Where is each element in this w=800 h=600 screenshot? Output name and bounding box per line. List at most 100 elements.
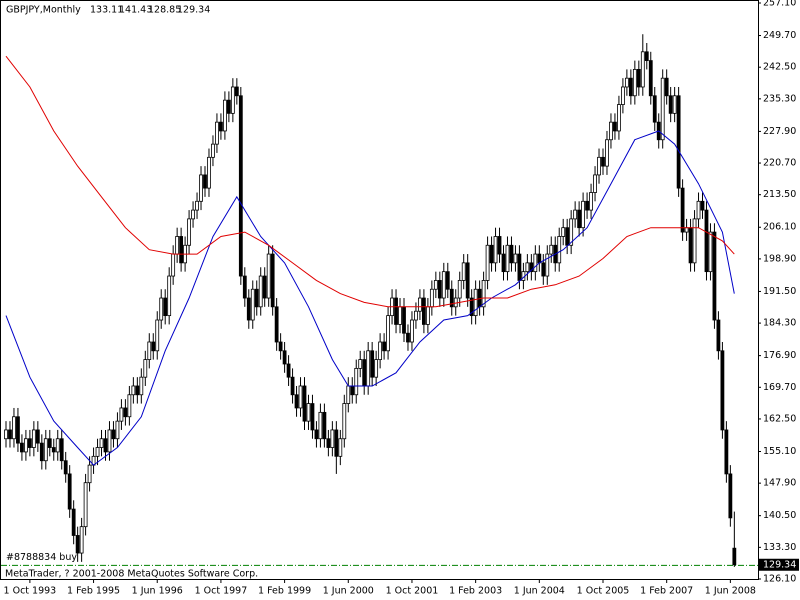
candle-body xyxy=(314,429,319,440)
candle-body xyxy=(386,315,390,352)
candle-body xyxy=(294,394,299,409)
candle-body xyxy=(501,253,506,273)
candle-body xyxy=(374,359,379,378)
candle-body xyxy=(131,385,136,396)
candle-body xyxy=(505,244,510,273)
candle-body xyxy=(234,86,239,97)
candle-body xyxy=(362,359,367,387)
candle-body xyxy=(525,262,530,273)
candle-body xyxy=(302,385,307,422)
y-tick-label: 249.70 xyxy=(763,30,796,41)
candle-body xyxy=(461,262,466,281)
y-tick-label: 206.10 xyxy=(763,222,796,233)
candle-body xyxy=(445,271,450,290)
candle-body xyxy=(696,200,701,220)
candle-body xyxy=(238,95,243,277)
candle-body xyxy=(270,253,275,308)
candle-body xyxy=(199,174,203,202)
candle-body xyxy=(652,95,657,123)
candle-body xyxy=(191,209,195,220)
candle-body xyxy=(195,200,199,211)
candle-body xyxy=(71,508,76,536)
candle-body xyxy=(167,275,172,317)
candle-body xyxy=(489,244,494,264)
candle-body xyxy=(175,236,180,255)
candle-body xyxy=(342,403,347,440)
candle-body xyxy=(143,359,148,378)
order-label: #8788834 buy xyxy=(6,552,77,563)
candle-body xyxy=(16,416,20,444)
candle-body xyxy=(613,121,617,132)
candle-body xyxy=(636,68,641,88)
candle-body xyxy=(31,429,36,448)
candle-body xyxy=(716,319,721,352)
candle-body xyxy=(429,288,434,308)
y-tick-label: 147.90 xyxy=(763,478,796,489)
candle-body xyxy=(529,262,534,273)
candle-body xyxy=(318,411,323,440)
candle-body xyxy=(724,429,729,475)
candle-body xyxy=(664,77,669,97)
candle-body xyxy=(330,429,335,448)
candle-body xyxy=(262,275,267,299)
candle-body xyxy=(203,174,207,189)
x-tick-label: 1 Oct 2005 xyxy=(577,586,630,597)
candle-body xyxy=(648,60,653,97)
y-tick-label: 162.50 xyxy=(763,413,796,424)
candle-body xyxy=(585,200,589,211)
candle-body xyxy=(187,218,191,246)
x-tick-label: 1 Oct 1997 xyxy=(195,586,248,597)
candle-body xyxy=(51,447,56,453)
candle-body xyxy=(35,429,40,444)
candle-body xyxy=(425,306,430,325)
y-tick-label: 126.10 xyxy=(763,574,796,585)
candle-body xyxy=(310,403,315,431)
candle-body xyxy=(350,385,355,396)
candle-body xyxy=(366,350,371,387)
y-tick-label: 184.30 xyxy=(763,318,796,329)
candle-body xyxy=(597,156,601,176)
candle-body xyxy=(644,51,649,61)
candle-body xyxy=(632,68,637,97)
candle-body xyxy=(708,231,713,273)
candle-body xyxy=(4,429,8,440)
candle-body xyxy=(246,297,251,321)
candle-body xyxy=(437,280,442,299)
y-tick-label: 133.30 xyxy=(763,542,796,553)
candle-body xyxy=(159,297,164,321)
candle-body xyxy=(605,139,609,167)
candle-body xyxy=(517,253,522,281)
candle-body xyxy=(207,156,211,189)
candle-body xyxy=(39,442,44,462)
moving-average xyxy=(5,130,735,466)
moving-average xyxy=(5,55,735,308)
candle-body xyxy=(278,341,283,352)
candle-body xyxy=(493,236,498,264)
candle-body xyxy=(83,482,88,528)
candle-body xyxy=(63,460,68,475)
candle-body xyxy=(43,438,48,462)
candle-body xyxy=(155,319,160,352)
y-tick-label: 169.70 xyxy=(763,382,796,393)
candle-body xyxy=(99,438,104,448)
candle-body xyxy=(87,464,92,484)
candle-body xyxy=(728,473,733,519)
candle-body xyxy=(513,253,518,264)
candle-body xyxy=(358,359,363,369)
candle-body xyxy=(250,288,255,321)
x-tick-label: 1 Jun 2008 xyxy=(705,586,756,597)
candle-body xyxy=(565,227,570,246)
y-tick-label: 257.10 xyxy=(763,0,796,9)
x-tick-label: 1 Jun 2000 xyxy=(323,586,374,597)
candle-body xyxy=(621,86,625,105)
y-tick-label: 242.50 xyxy=(763,62,796,73)
candle-body xyxy=(720,350,725,431)
candle-body xyxy=(465,262,470,299)
candle-body xyxy=(537,253,542,264)
candle-body xyxy=(274,306,279,343)
candle-body xyxy=(680,187,685,233)
y-tick-label: 235.30 xyxy=(763,93,796,104)
candle-body xyxy=(569,218,574,246)
candle-body xyxy=(75,535,80,554)
candle-body xyxy=(398,306,402,325)
